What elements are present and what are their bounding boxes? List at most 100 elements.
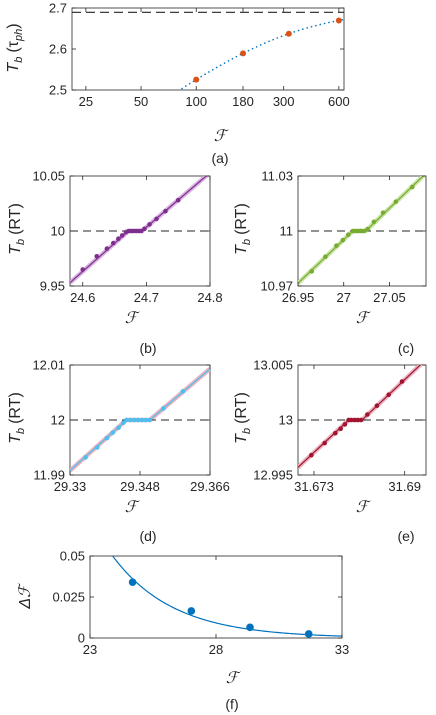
- panel-a-xtick-label: 300: [273, 94, 295, 109]
- data-point: [116, 425, 121, 431]
- data-point: [393, 199, 399, 204]
- panel-d-ylabel: Tb(RT): [7, 392, 27, 444]
- panel-e-ylabel: Tb(RT): [233, 392, 253, 444]
- panel-e-ytick-label: 13.005: [253, 358, 293, 373]
- panel-c-xtick-label: 27.05: [373, 290, 406, 305]
- data-point: [80, 267, 86, 272]
- data-point: [187, 607, 196, 615]
- panel-f-ytick-label: 0: [78, 631, 85, 646]
- data-point: [104, 435, 110, 441]
- data-point: [361, 228, 367, 234]
- panel-b-ytick-label: 10: [51, 224, 65, 239]
- data-point: [355, 417, 361, 423]
- data-point: [135, 417, 141, 423]
- panel-b-ytick-label: 9.95: [40, 279, 65, 294]
- panel-d-plot: [70, 367, 210, 473]
- panel-a-xtick-label: 50: [134, 94, 148, 109]
- panel-f-ytick-label: 0.025: [52, 590, 85, 605]
- data-point: [334, 243, 339, 248]
- data-point: [342, 422, 348, 427]
- data-point: [175, 197, 181, 203]
- panel-e-ytick-label: 12.995: [253, 468, 293, 483]
- data-point: [119, 233, 125, 238]
- panel-c-xtick-label: 26.95: [282, 290, 315, 305]
- data-point: [94, 253, 100, 259]
- panel-f-xtick-label: 23: [83, 642, 97, 657]
- panel-a-xtick-label: 100: [185, 94, 207, 109]
- panel-d-ytick-label: 12.01: [32, 358, 65, 373]
- data-point: [154, 216, 159, 222]
- panel-b-xtick-label: 24.6: [70, 290, 95, 305]
- panel-c-ytick-label: 11: [280, 224, 294, 239]
- panel-d-caption: (d): [139, 528, 156, 544]
- panel-e-xtick-label: 31.69: [388, 479, 421, 494]
- data-point: [399, 379, 405, 384]
- data-point: [335, 17, 342, 24]
- fit-curve: [178, 18, 344, 90]
- panel-f-ytick-label: 0.05: [60, 549, 85, 564]
- panel-b-caption: (b): [139, 340, 156, 356]
- data-point: [322, 440, 327, 446]
- panel-c-plot: [298, 176, 426, 285]
- panel-a: Tb(τph) ℱ (a) 25 50 100 180 300 600 2.5 2.6 2.7: [5, 1, 350, 167]
- panel-e-ytick-label: 13: [279, 413, 293, 428]
- panel-d-xlabel: ℱ: [125, 499, 141, 516]
- panel-f-xtick-label: 28: [209, 642, 223, 657]
- data-point: [365, 412, 370, 417]
- data-point: [147, 417, 153, 423]
- data-point: [304, 630, 313, 638]
- panel-d-ytick-label: 11.99: [33, 468, 65, 483]
- data-point: [139, 417, 145, 423]
- data-point: [110, 240, 116, 246]
- data-point: [309, 452, 314, 458]
- data-point: [386, 392, 391, 398]
- data-point: [116, 236, 121, 241]
- panel-f-xlabel: ℱ: [226, 670, 242, 687]
- panel-c-ylabel: Tb(RT): [233, 203, 253, 255]
- panel-d-xtick-label: 29.366: [190, 479, 230, 494]
- panel-c-ytick-label: 10.97: [260, 279, 293, 294]
- curve-segment-1: [81, 150, 88, 154]
- data-point: [128, 578, 137, 587]
- data-point: [349, 417, 354, 423]
- data-point: [240, 50, 247, 57]
- data-point: [104, 246, 110, 251]
- data-point: [131, 417, 137, 423]
- panel-a-ylabel: Tb(τph): [5, 23, 25, 72]
- panel-a-ytick-label: 2.5: [49, 83, 67, 98]
- data-point: [161, 406, 166, 411]
- data-point: [285, 30, 292, 37]
- data-point: [333, 430, 338, 436]
- panel-e-xtick-label: 31.673: [294, 479, 334, 494]
- panel-a-frame: [71, 7, 345, 91]
- panel-b-xlabel: ℱ: [125, 310, 141, 327]
- panel-d: Tb(RT) ℱ (d) 29.33 29.348 29.366 11.99 12 12.…: [7, 358, 230, 545]
- panel-f-ylabel: Δℱ: [17, 582, 34, 610]
- data-point: [365, 226, 370, 232]
- data-point: [143, 417, 149, 423]
- data-point: [102, 136, 108, 142]
- panel-b-plot: [70, 176, 210, 285]
- data-point: [380, 210, 386, 215]
- panel-b-ylabel: Tb(RT): [7, 203, 27, 255]
- data-point: [371, 219, 377, 225]
- data-point: [127, 417, 133, 423]
- data-point: [323, 254, 328, 259]
- data-point: [358, 417, 364, 423]
- panel-f-frame: [89, 555, 343, 639]
- panel-c-xtick-label: 27: [336, 290, 350, 305]
- panel-a-ytick-label: 2.7: [49, 1, 67, 16]
- panel-a-xtick-label: 600: [328, 94, 350, 109]
- panel-b-xtick-label: 24.7: [134, 290, 159, 305]
- data-point: [110, 430, 116, 435]
- panel-a-xlabel: ℱ: [214, 128, 230, 145]
- panel-e-xlabel: ℱ: [356, 499, 372, 516]
- panel-c-caption: (c): [398, 340, 414, 356]
- panel-c-xlabel: ℱ: [356, 310, 372, 327]
- panel-e-plot: [298, 365, 426, 469]
- panel-a-xtick-label: 180: [232, 94, 254, 109]
- data-point: [83, 455, 88, 460]
- panel-f-xtick-label: 33: [335, 642, 349, 657]
- data-point: [340, 237, 346, 243]
